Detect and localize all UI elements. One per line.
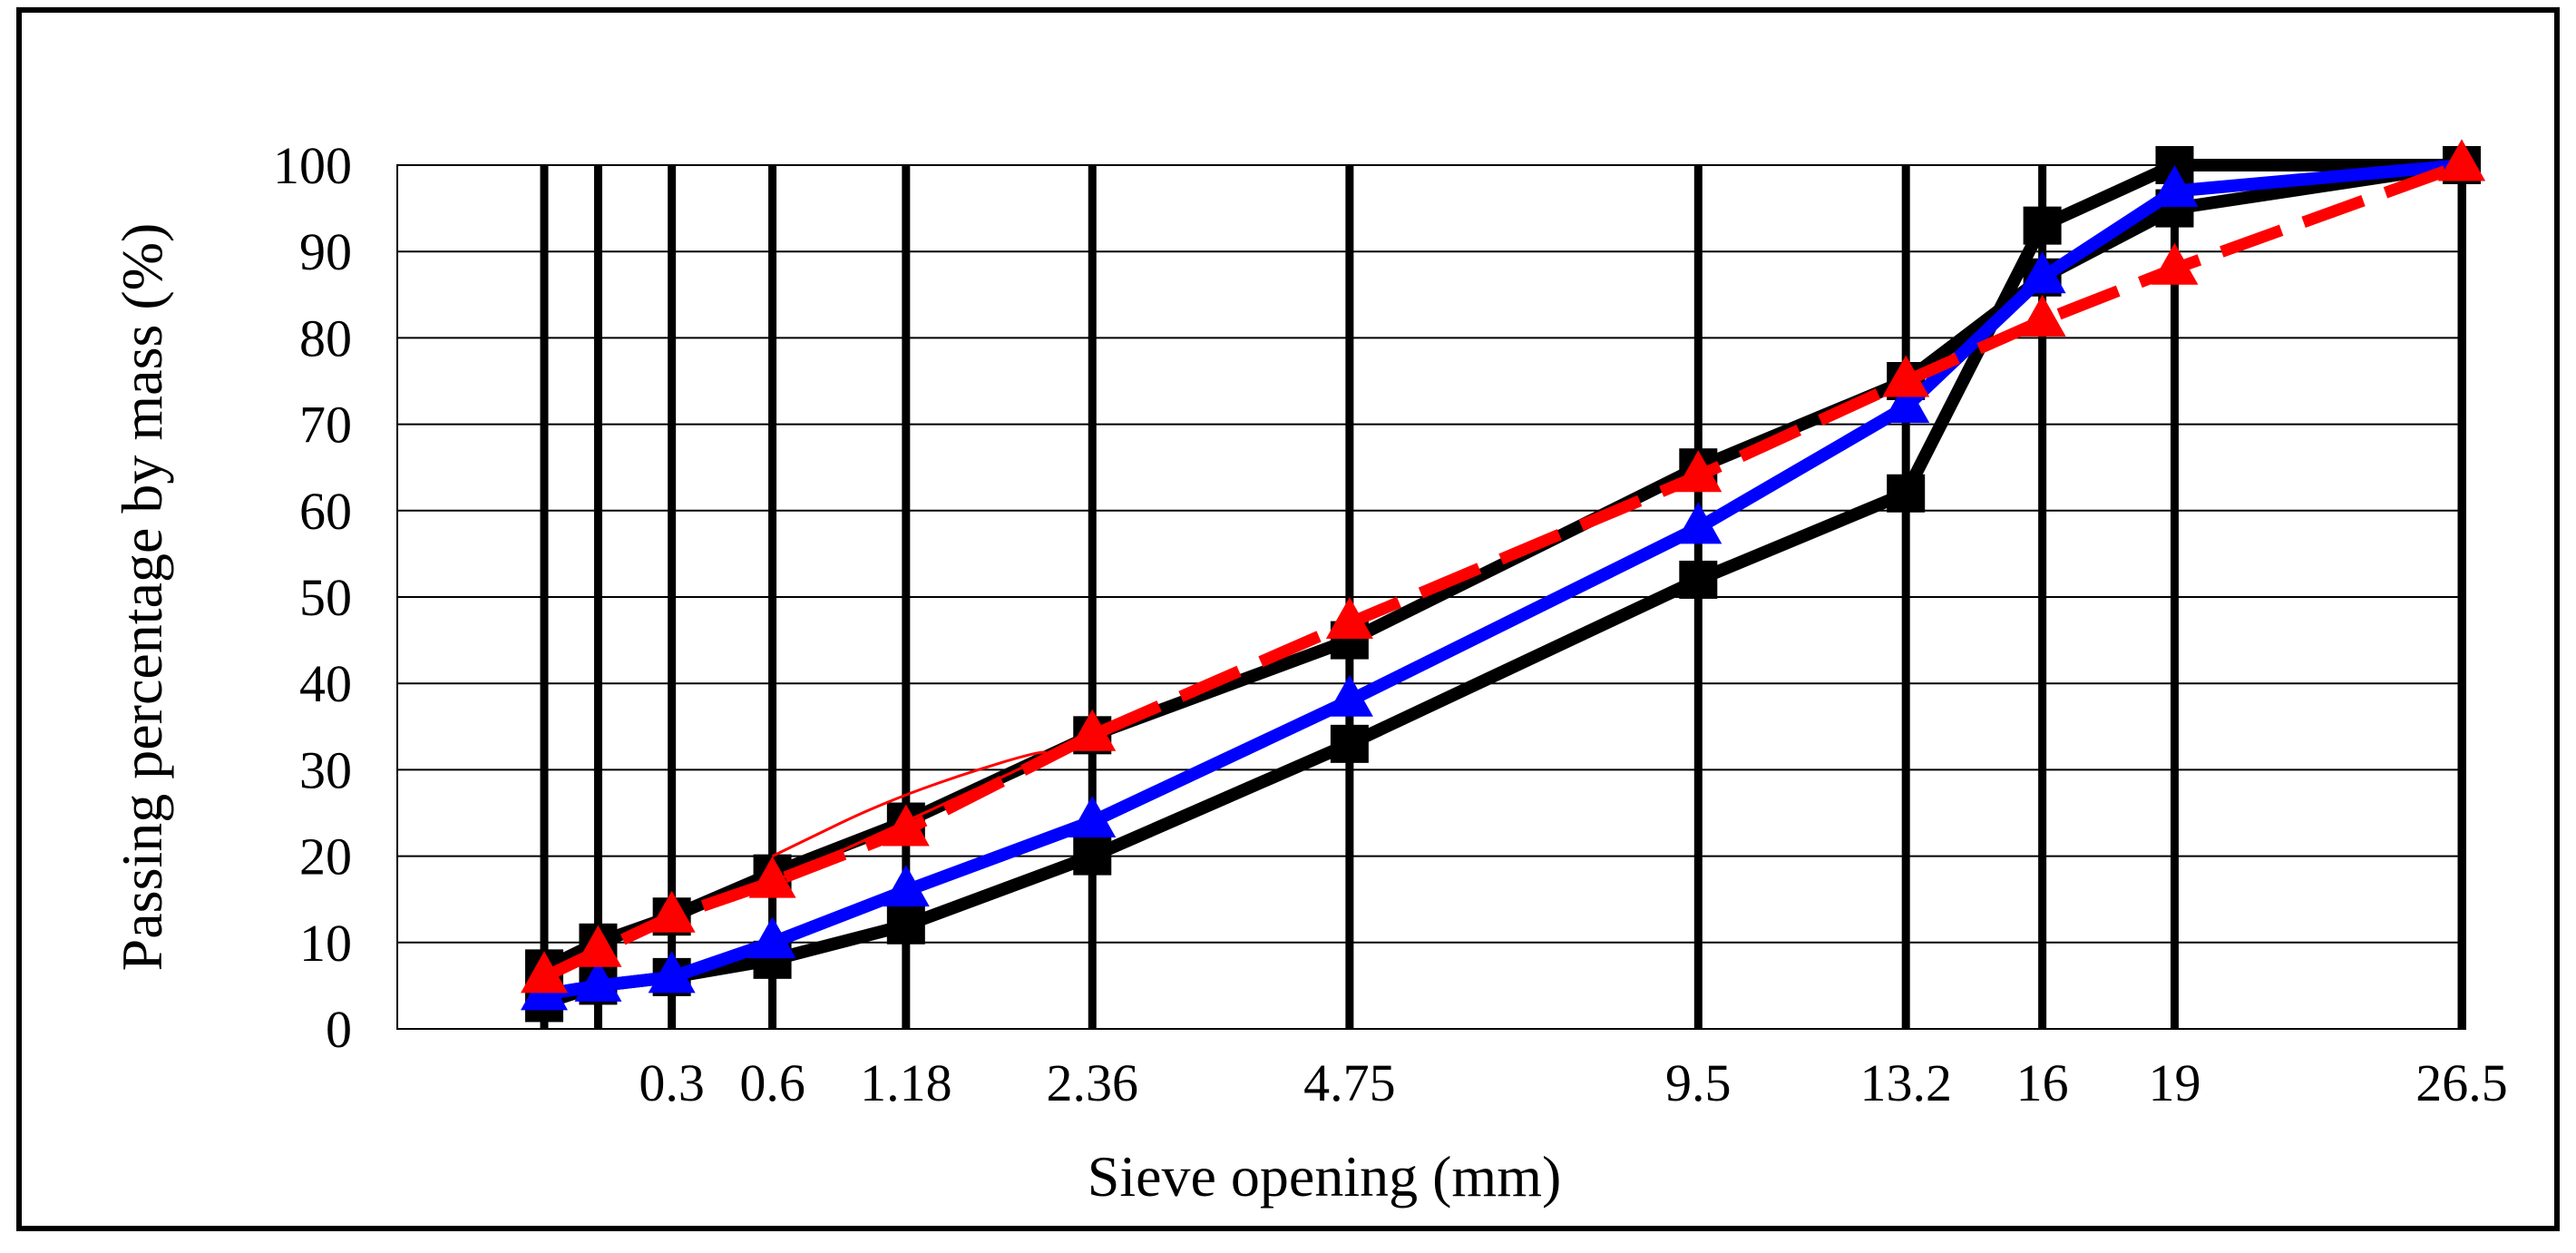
series-layer	[521, 139, 2485, 1023]
y-tick-label: 90	[299, 222, 352, 281]
data-point-triangle	[1674, 450, 1722, 493]
data-point-triangle	[648, 951, 696, 994]
y-tick-label: 100	[273, 136, 352, 195]
y-tick-label: 30	[299, 740, 352, 799]
x-tick-label: 9.5	[1665, 1053, 1732, 1112]
x-tick-label: 1.18	[860, 1053, 952, 1112]
x-tick-label: 4.75	[1303, 1053, 1396, 1112]
data-point-square	[1887, 474, 1926, 513]
x-tick-label: 2.36	[1047, 1053, 1139, 1112]
x-tick-label: 0.3	[639, 1053, 705, 1112]
x-tick-label: 13.2	[1859, 1053, 1952, 1112]
y-tick-label: 80	[299, 308, 352, 367]
x-tick-label: 0.6	[739, 1053, 805, 1112]
data-point-triangle	[882, 865, 930, 907]
data-point-square	[1073, 837, 1112, 876]
data-point-square	[2023, 206, 2062, 245]
data-point-triangle	[2151, 242, 2199, 285]
data-point-triangle	[2018, 294, 2066, 337]
x-tick-labels: 0.3 0.6 1.18 2.36 4.75 9.5 13.2 16 19 26.5	[639, 1053, 2507, 1112]
y-tick-label: 0	[326, 1000, 352, 1059]
data-point-triangle	[574, 959, 622, 1002]
data-point-triangle	[2151, 165, 2199, 208]
data-point-triangle	[574, 925, 622, 967]
vertical-gridlines	[540, 165, 2466, 1029]
data-point-triangle	[1068, 709, 1117, 751]
horizontal-gridlines	[397, 250, 2465, 944]
data-point-square	[886, 905, 925, 945]
y-axis-label: Passing percentage by mass (%)	[110, 223, 174, 972]
data-point-triangle	[648, 890, 696, 933]
y-tick-label: 70	[299, 396, 352, 455]
data-point-triangle	[2438, 139, 2485, 181]
series-3	[521, 139, 2485, 1011]
data-point-triangle	[748, 856, 796, 898]
x-axis-label: Sieve opening (mm)	[1088, 1144, 1562, 1209]
y-tick-label: 40	[299, 654, 352, 713]
data-point-triangle	[1325, 674, 1373, 717]
data-point-triangle	[1325, 597, 1373, 640]
y-tick-label: 10	[299, 914, 352, 973]
x-tick-label: 26.5	[2415, 1053, 2508, 1112]
y-tick-label: 50	[299, 568, 352, 627]
data-point-square	[1330, 724, 1369, 763]
series-4	[521, 139, 2485, 994]
data-point-triangle	[2018, 251, 2066, 294]
data-point-square	[1679, 560, 1718, 599]
y-tick-label: 20	[299, 827, 352, 886]
y-tick-labels: 0 10 20 30 40 50 60 70 80 90 100	[273, 136, 352, 1059]
outer-border	[16, 7, 2560, 1231]
data-point-triangle	[1674, 502, 1722, 544]
data-point-triangle	[1068, 796, 1117, 837]
data-point-triangle	[1882, 381, 1930, 424]
data-point-triangle	[1882, 355, 1930, 397]
data-point-triangle	[882, 804, 930, 847]
annotation-curve	[771, 750, 1048, 884]
x-tick-label: 16	[2016, 1053, 2069, 1112]
data-point-triangle	[521, 951, 568, 994]
data-point-triangle	[748, 916, 796, 959]
x-tick-label: 19	[2148, 1053, 2200, 1112]
y-tick-label: 60	[299, 482, 352, 541]
